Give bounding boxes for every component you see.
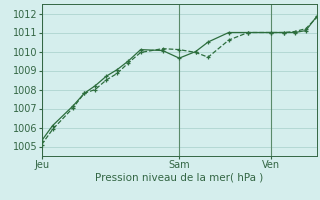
X-axis label: Pression niveau de la mer( hPa ): Pression niveau de la mer( hPa ) <box>95 173 263 183</box>
